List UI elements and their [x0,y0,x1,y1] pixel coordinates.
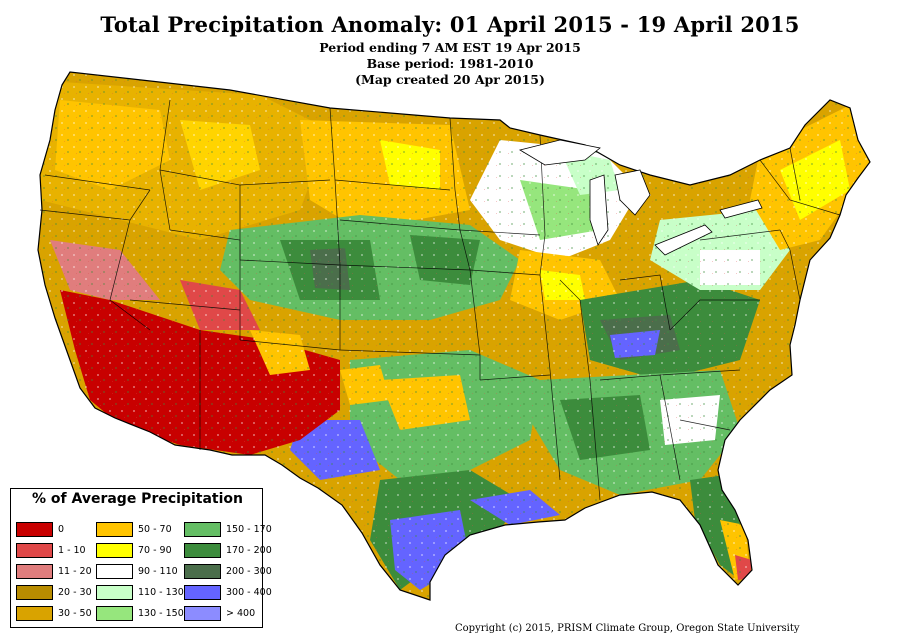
legend-swatch [16,606,53,621]
legend-swatch [184,564,221,579]
legend-swatch [96,585,133,600]
legend-swatch [184,522,221,537]
legend-label: 300 - 400 [226,587,272,598]
legend-title: % of Average Precipitation [32,491,243,507]
period-ending-line: Period ending 7 AM EST 19 Apr 2015 [319,40,581,55]
base-period-line: Base period: 1981-2010 [366,56,534,71]
legend-swatch [16,585,53,600]
legend-label: 11 - 20 [58,566,92,577]
legend-swatch [16,522,53,537]
legend-swatch [184,585,221,600]
legend: % of Average Precipitation 0 1 - 10 11 - 2… [10,488,272,628]
legend-label: 50 - 70 [138,524,172,535]
legend-label: 30 - 50 [58,608,92,619]
legend-label: 20 - 30 [58,587,92,598]
legend-label: 200 - 300 [226,566,272,577]
legend-label: 90 - 110 [138,566,178,577]
legend-label: 0 [58,524,65,535]
legend-label: 130 - 150 [138,608,184,619]
legend-swatch [96,564,133,579]
legend-label: 1 - 10 [58,545,86,556]
legend-swatch [96,522,133,537]
legend-swatch [16,564,53,579]
legend-label: 110 - 130 [138,587,184,598]
legend-label: > 400 [226,608,256,619]
legend-swatch [96,606,133,621]
copyright-text: Copyright (c) 2015, PRISM Climate Group,… [455,623,800,634]
map-created-line: (Map created 20 Apr 2015) [355,72,545,87]
legend-swatch [16,543,53,558]
legend-swatch [184,606,221,621]
legend-label: 70 - 90 [138,545,172,556]
map-title: Total Precipitation Anomaly: 01 April 20… [100,12,800,37]
legend-label: 170 - 200 [226,545,272,556]
legend-swatch [184,543,221,558]
legend-swatch [96,543,133,558]
legend-label: 150 - 170 [226,524,272,535]
